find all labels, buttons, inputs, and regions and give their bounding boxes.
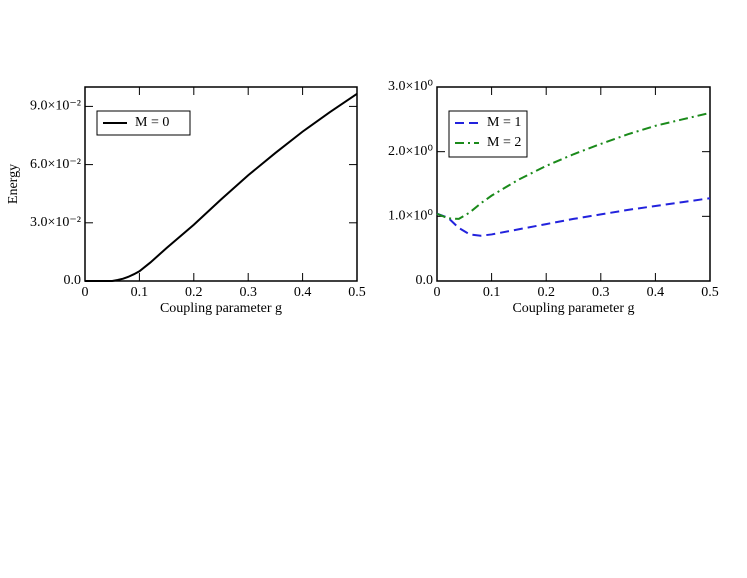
y-tick-label: 9.0×10⁻²: [30, 99, 81, 114]
data-line: [85, 92, 358, 282]
x-tick-label: 0.5: [348, 285, 366, 300]
data-line: [436, 111, 711, 220]
x-axis-label: Coupling parameter g: [512, 301, 634, 316]
plot-frame: [436, 86, 711, 282]
y-tick-label: 2.0×10⁰: [388, 144, 433, 159]
legend-box: [448, 110, 528, 158]
legend-label: M = 1: [487, 115, 521, 130]
data-line: [436, 197, 711, 237]
y-tick-label: 0.0: [416, 273, 434, 288]
y-tick-label: 3.0×10⁻²: [30, 215, 81, 230]
y-tick-label: 1.0×10⁰: [388, 209, 433, 224]
x-tick-label: 0.2: [537, 285, 555, 300]
x-tick-label: 0: [434, 285, 441, 300]
x-tick-label: 0.4: [294, 285, 312, 300]
x-tick-label: 0.5: [701, 285, 719, 300]
x-tick-label: 0.3: [592, 285, 610, 300]
x-tick-label: 0: [82, 285, 89, 300]
y-tick-label: 3.0×10⁰: [388, 79, 433, 94]
x-tick-label: 0.1: [131, 285, 149, 300]
x-tick-label: 0.1: [483, 285, 501, 300]
x-tick-label: 0.3: [239, 285, 257, 300]
y-tick-label: 6.0×10⁻²: [30, 157, 81, 172]
y-tick-label: 0.0: [64, 273, 82, 288]
x-tick-label: 0.4: [647, 285, 665, 300]
x-axis-label: Coupling parameter g: [160, 301, 282, 316]
legend-label: M = 2: [487, 135, 521, 150]
x-tick-label: 0.2: [185, 285, 203, 300]
legend-label: M = 0: [135, 115, 169, 130]
y-axis-label: Energy: [6, 164, 21, 204]
plot-frame: [84, 86, 358, 282]
